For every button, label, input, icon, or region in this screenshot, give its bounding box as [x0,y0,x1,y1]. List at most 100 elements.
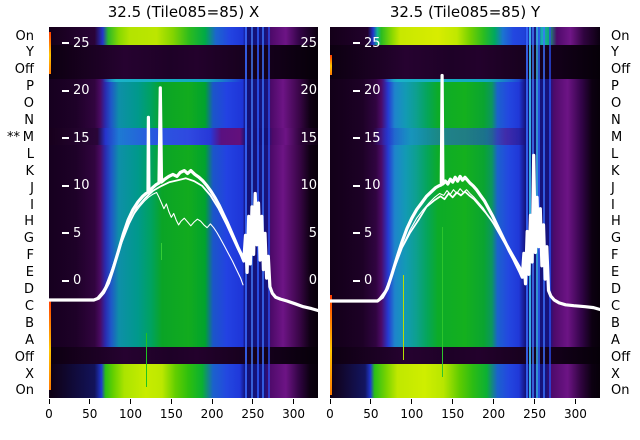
orange-edge-sliver [330,55,332,75]
row-label-right-off-2: Off [611,62,631,78]
row-label-left-g-12: G [23,231,34,247]
row-label-left-x-20: X [25,366,34,382]
x-tick-mark [370,399,372,404]
value-tick-label: 25 [73,35,90,51]
panel-right-title: 32.5 (Tile085=85) Y [389,3,541,21]
value-tick-label-right-edge: 5 [308,225,317,241]
row-label-right-on-21: On [611,383,630,399]
value-tick-label: 15 [73,130,90,146]
x-tick-label: 200 [482,407,506,421]
row-label-right-c-16: C [611,298,621,314]
value-tick-dash [62,232,69,235]
row-label-right-f-13: F [611,248,619,264]
row-label-left-b-17: B [25,315,34,331]
value-tick-label: 5 [73,225,82,241]
row-label-left-on-0: On [15,28,34,44]
row-label-left-m-6: M ** [7,129,34,145]
row-label-left-l-7: L [26,146,34,162]
value-tick-dash [62,279,69,282]
value-tick-label: 20 [364,83,381,99]
profile-curves-svg [330,73,600,312]
profile-curves-svg [49,86,318,313]
row-label-right-m-6: M [611,129,623,145]
value-tick-label: 20 [73,83,90,99]
value-tick-dash [62,42,69,45]
x-tick-mark [89,399,91,404]
x-tick-label: 0 [326,407,334,421]
row-label-right-p-3: P [611,79,619,95]
profile-low [376,188,526,302]
star-marker: ** [7,129,20,145]
x-tick-mark [48,399,50,404]
value-tick-dash [353,232,360,235]
row-label-left-n-5: N [24,113,34,128]
row-label-left-a-18: A [25,332,34,348]
value-tick-label-right-edge: 25 [300,35,317,51]
value-tick-dash [62,184,69,187]
x-tick-label: 0 [45,407,53,421]
x-tick-label: 50 [82,407,98,421]
value-tick-label: 10 [364,178,381,194]
x-tick-mark [493,399,495,404]
value-tick-label: 25 [364,35,381,51]
x-tick-label: 300 [282,407,305,421]
orange-edge-sliver [49,300,51,390]
profile-mid [95,177,244,301]
row-label-right-h-11: H [611,214,621,230]
x-tick-label: 150 [159,407,183,421]
value-tick-label-right-edge: 10 [300,178,317,194]
row-label-left-i-10: I [30,197,34,213]
panel-left-title: 32.5 (Tile085=85) X [107,3,260,21]
value-tick-label: 15 [364,130,381,146]
value-tick-label: 10 [73,178,90,194]
x-tick-mark [293,399,295,404]
profile-main [49,86,318,313]
bright-cyan-line-cluster [330,27,600,398]
profile-low [93,191,244,301]
row-label-right-e-14: E [611,265,620,281]
profile-main [330,73,600,312]
row-label-right-g-12: G [611,231,622,247]
heatmap-panel-y: 25 20 15 10 5 0 [330,27,600,398]
x-tick-mark [574,399,576,404]
bright-blue-line-cluster [49,27,318,398]
value-tick-dash [353,42,360,45]
row-label-right-i-10: I [611,197,615,213]
row-label-left-off-2: Off [14,62,34,78]
row-label-right-y-1: Y [611,45,619,61]
profile-mid [376,190,525,302]
row-label-left-d-15: D [23,282,34,297]
row-label-left-j-9: J [30,180,34,196]
row-label-right-a-18: A [611,332,620,348]
orange-edge-sliver [330,295,332,395]
x-tick-mark [130,399,131,404]
x-tick-mark [411,399,413,404]
row-label-left-k-8: K [25,163,34,179]
value-tick-label: 0 [73,273,82,289]
row-label-left-e-14: E [25,265,34,281]
x-tick-label: 200 [200,407,224,421]
x-tick-mark [534,399,536,404]
row-label-right-k-8: K [611,163,620,179]
row-label-left-off-19: Off [14,349,34,365]
value-tick-label: 0 [364,273,373,289]
x-tick-mark [452,399,454,404]
row-label-right-x-20: X [611,366,620,382]
row-label-right-d-15: D [611,282,622,297]
x-tick-label: 50 [363,407,379,421]
heatmap-panel-x: 25 25 20 20 15 15 10 10 5 5 0 0 [49,27,318,398]
x-tick-mark [211,399,213,404]
value-tick-dash [62,89,69,92]
row-label-right-b-17: B [611,315,620,331]
value-tick-dash [62,137,69,140]
row-label-left-f-13: F [26,248,34,264]
x-tick-mark [329,399,331,404]
row-label-left-p-3: P [26,79,34,95]
row-label-right-l-7: L [611,146,619,162]
x-tick-label: 250 [523,407,546,421]
value-tick-label-right-edge: 0 [308,273,317,289]
row-label-left-h-11: H [24,214,34,230]
row-label-right-j-9: J [611,180,615,196]
x-tick-label: 300 [564,407,587,421]
